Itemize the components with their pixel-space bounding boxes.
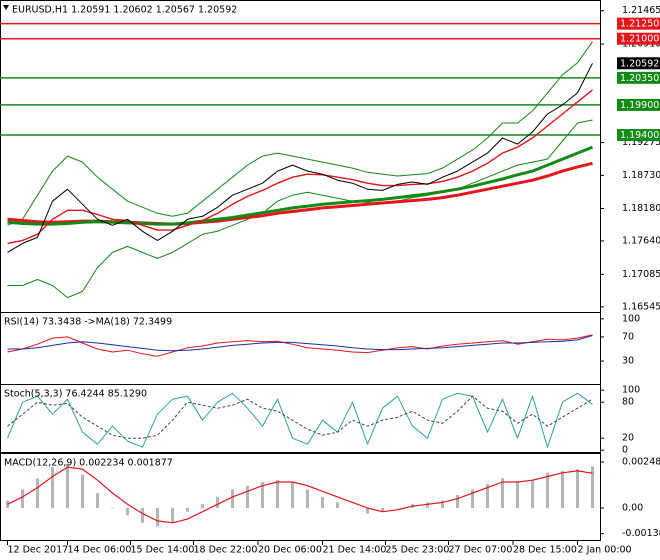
histogram-bar: [276, 480, 279, 508]
y-tick-label: -0.001387: [622, 528, 660, 539]
series-line: [7, 392, 593, 448]
y-tick-label: 20: [622, 433, 634, 444]
y-tick-label: 0.002481: [622, 457, 660, 468]
y-tick-label: 30: [622, 356, 634, 367]
histogram-bar: [261, 482, 264, 508]
series-line: [7, 335, 593, 352]
histogram-bar: [156, 507, 159, 527]
histogram-bar: [471, 489, 474, 508]
level-label: 1.19400: [620, 130, 659, 141]
histogram-bar: [456, 495, 459, 508]
panel-title: RSI(14) 73.3438 ->MA(18) 72.3499: [4, 317, 172, 328]
current-price-box: [617, 57, 660, 70]
level-label-box: [617, 32, 660, 45]
level-label: 1.20350: [620, 73, 659, 84]
level-label-box: [617, 98, 660, 111]
histogram-bar: [216, 496, 219, 508]
histogram-bar: [336, 502, 339, 508]
histogram-bar: [351, 507, 354, 509]
x-tick-label: 18 Dec 22:00: [194, 545, 258, 556]
x-tick-label: 20 Dec 06:00: [258, 545, 322, 556]
y-tick-label: 1.21465: [622, 5, 660, 16]
histogram-bar: [96, 493, 99, 508]
series-line: [7, 41, 593, 226]
x-tick-label: 27 Dec 07:00: [449, 545, 513, 556]
panel-frame: [0, 453, 601, 541]
level-label-box: [617, 71, 660, 84]
histogram-bar: [426, 502, 429, 508]
x-tick-label: 21 Dec 14:00: [323, 545, 387, 556]
y-tick-label: 1.18730: [622, 170, 660, 181]
y-tick-label: 100: [622, 385, 640, 396]
series-line: [7, 119, 593, 299]
x-tick-label: 2 Jan 00:00: [578, 545, 632, 556]
histogram-bar: [141, 507, 144, 523]
histogram-bar: [186, 507, 189, 512]
histogram-bar: [516, 482, 519, 508]
histogram-bar: [111, 507, 114, 509]
histogram-bar: [66, 463, 69, 508]
histogram-bar: [591, 466, 594, 508]
y-tick-label: 1.16545: [622, 301, 660, 312]
y-tick-label: 1.18180: [622, 203, 660, 214]
histogram-bar: [36, 478, 39, 508]
histogram-bar: [231, 489, 234, 508]
level-label-box: [617, 17, 660, 30]
series-line: [7, 334, 593, 357]
histogram-bar: [201, 504, 204, 508]
panel-title: MACD(12,26,9) 0.002234 0.001877: [4, 458, 173, 469]
histogram-bar: [576, 469, 579, 508]
histogram-bar: [366, 507, 369, 514]
histogram-bar: [306, 489, 309, 508]
y-tick-label: 80: [622, 397, 634, 408]
histogram-bar: [561, 470, 564, 508]
y-tick-label: 1.19275: [622, 137, 660, 148]
y-tick-label: 70: [622, 331, 634, 342]
series-line: [7, 395, 593, 439]
histogram-bar: [291, 482, 294, 508]
current-price-label: 1.20592: [620, 58, 659, 69]
y-tick-label: 0: [622, 445, 628, 456]
series-line: [7, 63, 593, 253]
panel-frame: [0, 384, 601, 453]
histogram-bar: [81, 474, 84, 508]
panel-title: EURUSD,H1 1.20591 1.20602 1.20567 1.2059…: [12, 5, 237, 16]
y-tick-label: 100: [622, 313, 640, 324]
x-tick-label: 15 Dec 14:00: [131, 545, 195, 556]
histogram-bar: [246, 485, 249, 508]
series-line: [7, 466, 593, 524]
histogram-bar: [321, 496, 324, 508]
x-tick-label: 25 Dec 23:00: [386, 545, 450, 556]
x-tick-label: 28 Dec 15:00: [513, 545, 577, 556]
histogram-bar: [126, 507, 129, 516]
histogram-bar: [531, 480, 534, 508]
histogram-bar: [546, 472, 549, 508]
x-tick-label: 14 Dec 06:00: [68, 545, 132, 556]
y-tick-label: 1.17640: [622, 235, 660, 246]
x-tick-label: 12 Dec 2017: [8, 545, 69, 556]
histogram-bar: [396, 507, 399, 509]
panel-title: Stoch(5,3,3) 76.4244 85.1290: [4, 389, 147, 400]
y-tick-label: 0.00: [622, 502, 643, 513]
histogram-bar: [501, 478, 504, 508]
histogram-bar: [381, 507, 384, 512]
level-label: 1.19900: [620, 100, 659, 111]
histogram-bar: [51, 467, 54, 508]
level-label: 1.21000: [620, 34, 659, 45]
symbol-icon: [3, 5, 9, 10]
histogram-bar: [21, 489, 24, 508]
level-label-box: [617, 129, 660, 142]
histogram-bar: [486, 483, 489, 508]
series-line: [7, 89, 593, 245]
histogram-bar: [441, 500, 444, 508]
level-label: 1.21250: [620, 19, 659, 30]
histogram-bar: [171, 507, 174, 523]
y-tick-label: 1.17085: [622, 269, 660, 280]
